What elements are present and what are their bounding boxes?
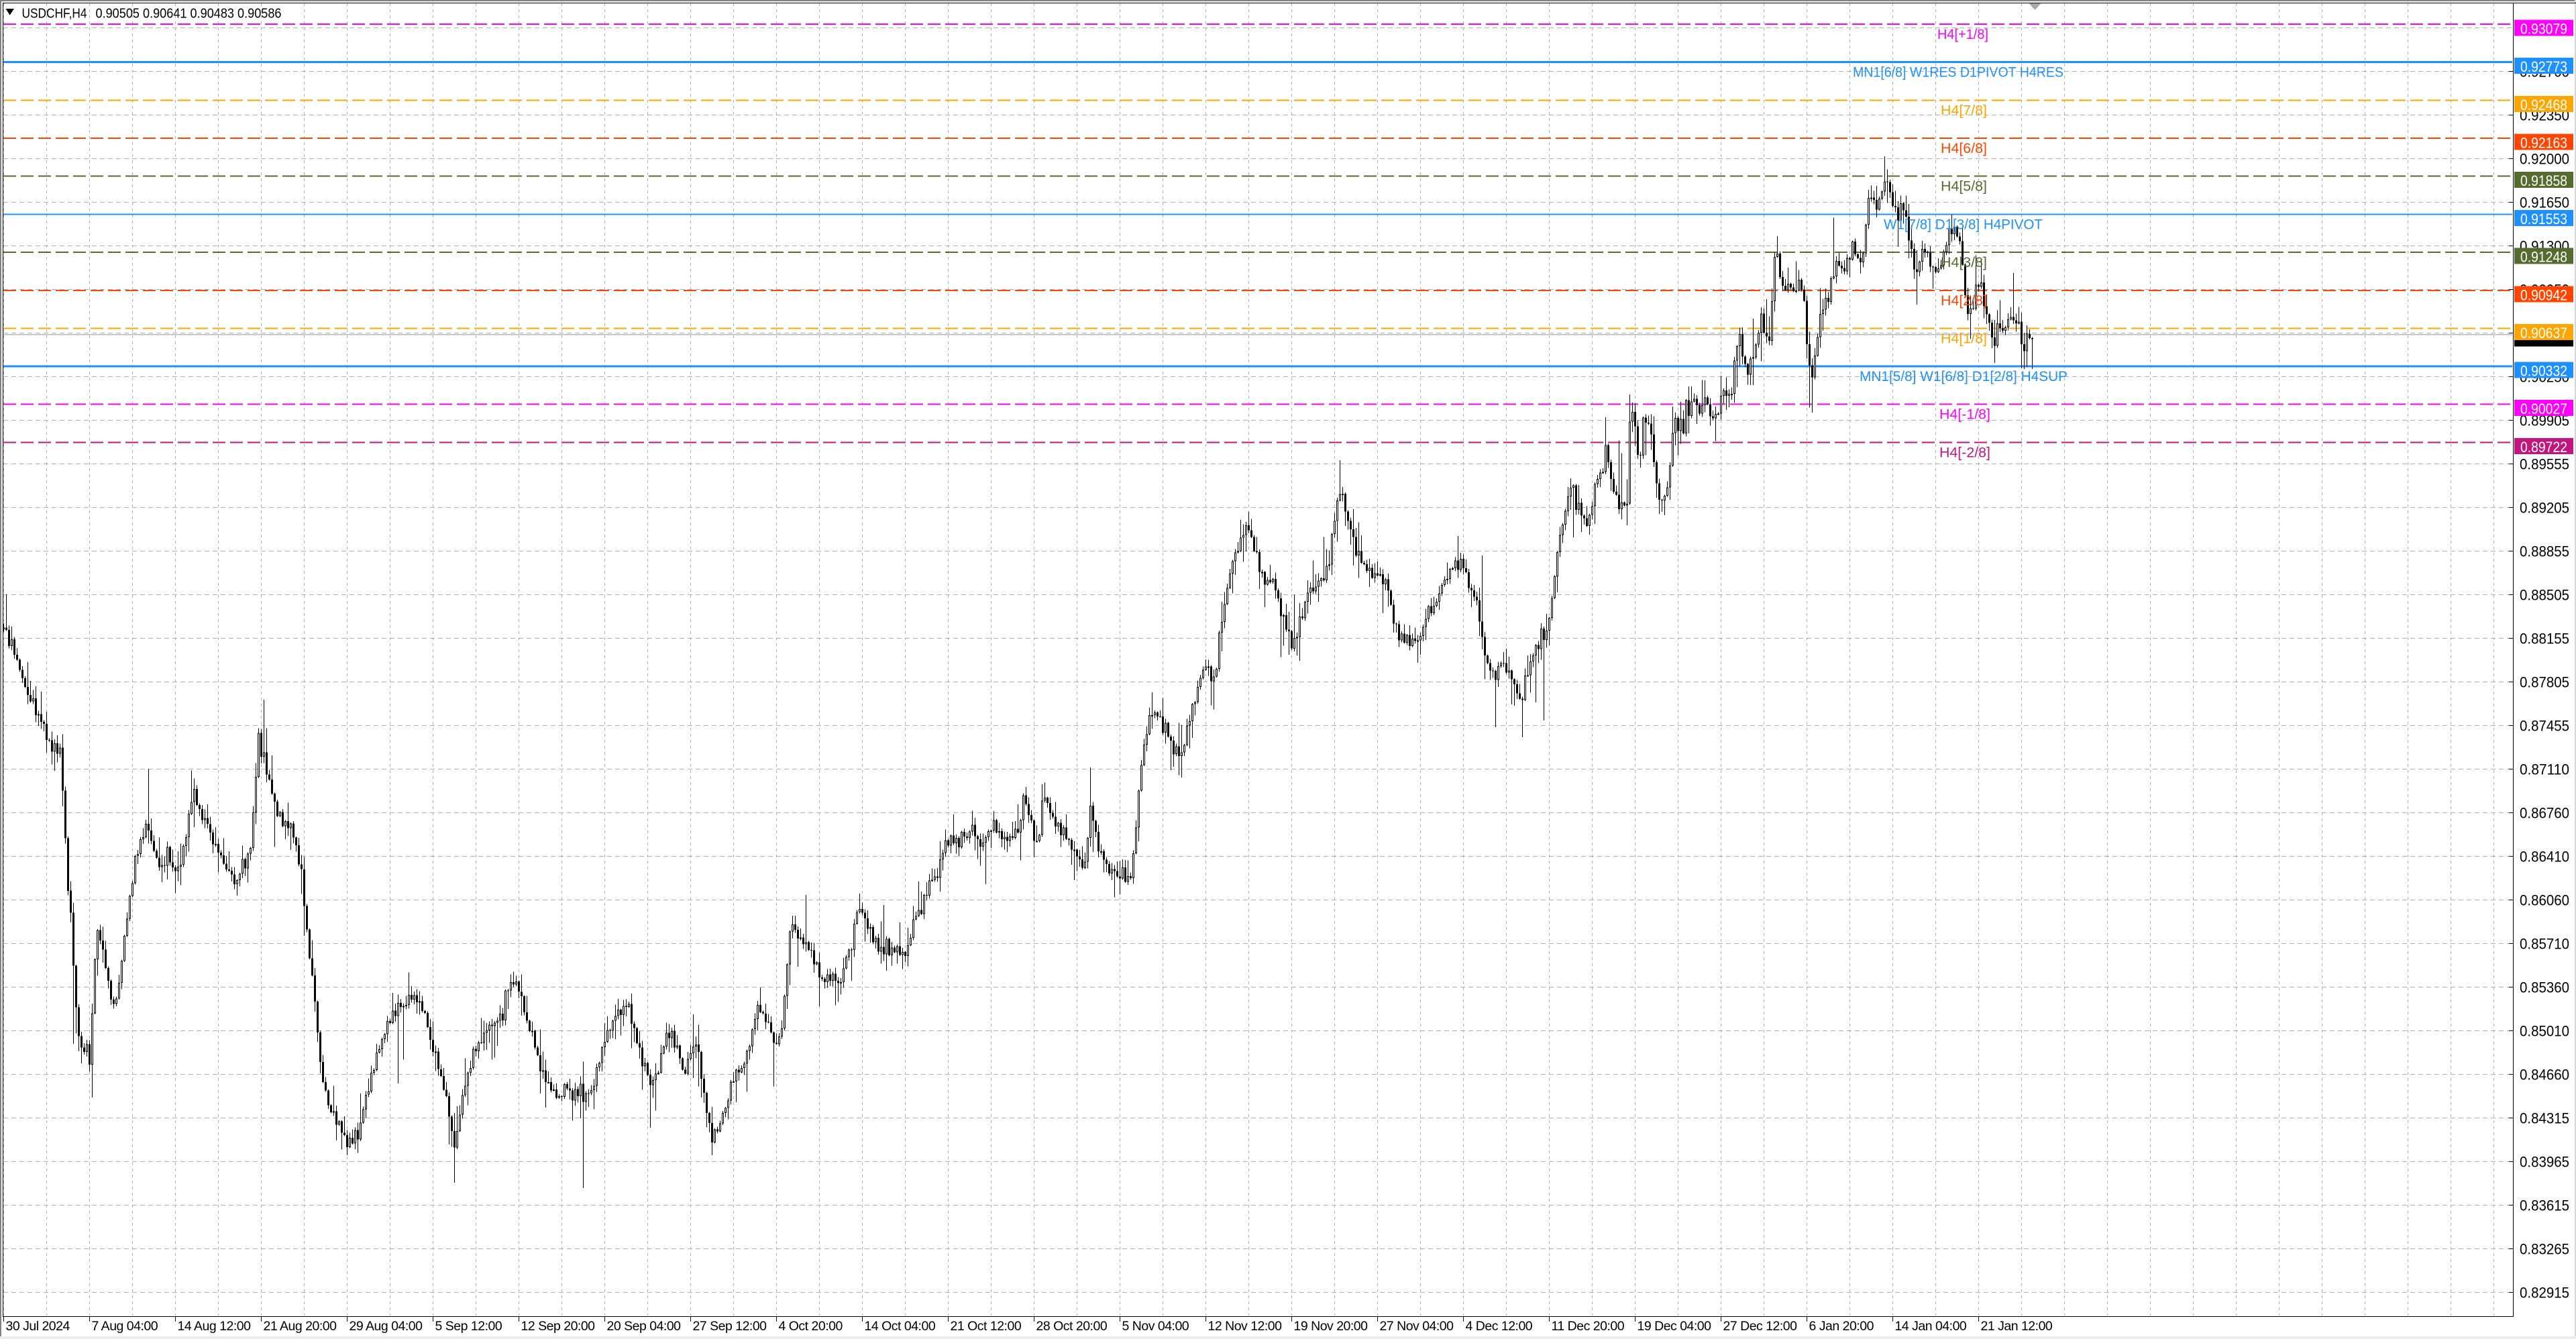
svg-text:0.92773: 0.92773 [2520,58,2567,75]
svg-text:0.91248: 0.91248 [2520,249,2567,266]
svg-text:0.90332: 0.90332 [2520,363,2567,380]
svg-text:MN1[6/8] W1RES D1PIVOT H4RES: MN1[6/8] W1RES D1PIVOT H4RES [1853,65,2063,81]
svg-text:0.89722: 0.89722 [2520,439,2567,456]
svg-text:H4[+1/8]: H4[+1/8] [1937,27,1988,42]
svg-text:4 Oct 20:00: 4 Oct 20:00 [779,1319,843,1334]
svg-text:0.91858: 0.91858 [2520,172,2567,189]
svg-text:11 Dec 20:00: 11 Dec 20:00 [1552,1319,1625,1334]
svg-text:0.88505: 0.88505 [2520,587,2569,604]
svg-text:USDCHF,H4: USDCHF,H4 [22,7,87,21]
svg-text:21 Oct 12:00: 21 Oct 12:00 [951,1319,1022,1334]
svg-text:H4[2/8]: H4[2/8] [1941,293,1987,309]
svg-text:0.89205: 0.89205 [2520,500,2569,517]
svg-text:0.84315: 0.84315 [2520,1110,2569,1127]
svg-text:H4[1/8]: H4[1/8] [1941,331,1987,346]
svg-text:0.93079: 0.93079 [2520,20,2567,37]
svg-text:0.90027: 0.90027 [2520,400,2567,417]
svg-text:0.92163: 0.92163 [2520,135,2567,152]
svg-text:30 Jul 2024: 30 Jul 2024 [6,1319,70,1334]
svg-text:H4[7/8]: H4[7/8] [1941,103,1987,118]
svg-text:6 Jan 20:00: 6 Jan 20:00 [1809,1319,1874,1334]
svg-text:0.87455: 0.87455 [2520,718,2569,735]
svg-text:27 Nov 04:00: 27 Nov 04:00 [1380,1319,1454,1334]
svg-text:0.88855: 0.88855 [2520,543,2569,560]
svg-text:21 Aug 20:00: 21 Aug 20:00 [264,1319,337,1334]
svg-text:0.87110: 0.87110 [2520,761,2569,778]
svg-text:0.92000: 0.92000 [2520,151,2569,168]
svg-text:0.90505 0.90641 0.90483 0.9058: 0.90505 0.90641 0.90483 0.90586 [96,7,282,21]
svg-text:19 Dec 04:00: 19 Dec 04:00 [1638,1319,1712,1334]
svg-text:12 Sep 20:00: 12 Sep 20:00 [521,1319,596,1334]
svg-text:19 Nov 20:00: 19 Nov 20:00 [1294,1319,1368,1334]
svg-text:21 Jan 12:00: 21 Jan 12:00 [1981,1319,2053,1334]
svg-text:0.82915: 0.82915 [2520,1285,2569,1301]
svg-text:H4[3/8]: H4[3/8] [1941,255,1987,270]
svg-text:27 Dec 12:00: 27 Dec 12:00 [1723,1319,1798,1334]
svg-text:0.85360: 0.85360 [2520,979,2569,996]
svg-text:0.90942: 0.90942 [2520,286,2567,303]
svg-text:H4[5/8]: H4[5/8] [1941,179,1987,195]
svg-text:14 Jan 04:00: 14 Jan 04:00 [1895,1319,1967,1334]
svg-text:4 Dec 12:00: 4 Dec 12:00 [1466,1319,1533,1334]
svg-text:0.84660: 0.84660 [2520,1067,2569,1083]
svg-text:12 Nov 12:00: 12 Nov 12:00 [1208,1319,1283,1334]
svg-text:14 Aug 12:00: 14 Aug 12:00 [178,1319,252,1334]
svg-text:0.83965: 0.83965 [2520,1154,2569,1171]
svg-text:0.91650: 0.91650 [2520,195,2569,211]
svg-text:0.83615: 0.83615 [2520,1197,2569,1214]
svg-text:MN1[5/8] W1[6/8] D1[2/8] H4SUP: MN1[5/8] W1[6/8] D1[2/8] H4SUP [1860,369,2068,384]
svg-text:0.89555: 0.89555 [2520,456,2569,473]
svg-text:0.85710: 0.85710 [2520,936,2569,953]
svg-text:0.87805: 0.87805 [2520,674,2569,691]
svg-text:20 Sep 04:00: 20 Sep 04:00 [607,1319,682,1334]
svg-text:H4[-2/8]: H4[-2/8] [1939,445,1990,460]
svg-text:28 Oct 20:00: 28 Oct 20:00 [1036,1319,1108,1334]
svg-text:W1[7/8] D1[3/8] H4PIVOT: W1[7/8] D1[3/8] H4PIVOT [1884,217,2043,232]
svg-text:0.85010: 0.85010 [2520,1023,2569,1040]
svg-text:H4[-1/8]: H4[-1/8] [1939,407,1990,423]
svg-text:0.86410: 0.86410 [2520,849,2569,865]
svg-text:0.92468: 0.92468 [2520,97,2567,113]
svg-text:0.86760: 0.86760 [2520,805,2569,822]
svg-text:0.83265: 0.83265 [2520,1241,2569,1258]
svg-text:29 Aug 04:00: 29 Aug 04:00 [350,1319,423,1334]
svg-text:14 Oct 04:00: 14 Oct 04:00 [865,1319,936,1334]
svg-text:5 Nov 04:00: 5 Nov 04:00 [1122,1319,1189,1334]
svg-text:H4[6/8]: H4[6/8] [1941,141,1987,156]
svg-text:5 Sep 12:00: 5 Sep 12:00 [435,1319,502,1334]
svg-text:7 Aug 04:00: 7 Aug 04:00 [92,1319,158,1334]
svg-text:0.90637: 0.90637 [2520,325,2567,341]
svg-text:0.88155: 0.88155 [2520,631,2569,647]
svg-text:0.91553: 0.91553 [2520,211,2567,227]
svg-text:0.86060: 0.86060 [2520,892,2569,909]
svg-text:27 Sep 12:00: 27 Sep 12:00 [693,1319,767,1334]
